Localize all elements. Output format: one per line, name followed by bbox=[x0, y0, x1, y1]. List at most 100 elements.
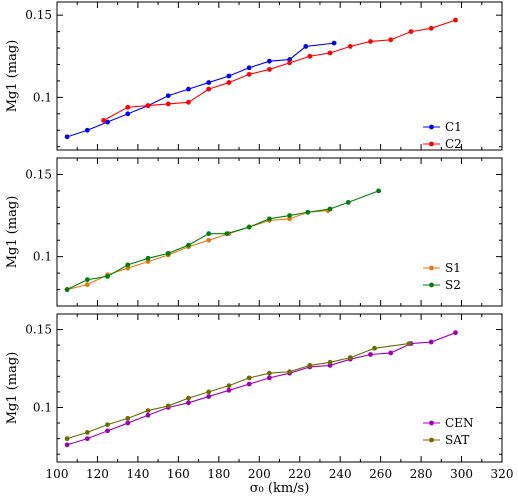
data-point-s2 bbox=[224, 231, 230, 237]
panel-2-frame bbox=[56, 157, 503, 307]
data-point-c2 bbox=[388, 37, 394, 43]
data-point-c2 bbox=[145, 103, 151, 108]
data-point-sat bbox=[145, 408, 151, 413]
data-point-s1 bbox=[125, 265, 131, 271]
data-point-cen bbox=[84, 436, 90, 442]
data-point-c1 bbox=[165, 93, 171, 99]
data-point-s2 bbox=[327, 206, 333, 212]
data-point-c2 bbox=[307, 53, 313, 59]
legend-label-c2: C2 bbox=[445, 137, 462, 151]
legend-label-s1: S1 bbox=[445, 261, 461, 275]
legend-label-sat: SAT bbox=[445, 433, 469, 447]
legend-marker-s1 bbox=[429, 265, 434, 271]
data-point-sat bbox=[246, 375, 252, 381]
y-tick-label: 0.15 bbox=[25, 8, 52, 22]
data-point-c1 bbox=[105, 119, 110, 125]
x-tick-label: 300 bbox=[450, 467, 473, 481]
data-point-cen bbox=[246, 381, 252, 387]
data-point-c2 bbox=[206, 86, 212, 92]
legend-marker-sat bbox=[429, 437, 434, 443]
data-point-c2 bbox=[347, 44, 353, 49]
x-tick-label: 140 bbox=[126, 467, 149, 481]
data-point-s1 bbox=[84, 282, 90, 288]
data-point-s2 bbox=[287, 213, 293, 218]
data-point-sat bbox=[287, 369, 293, 375]
data-point-c1 bbox=[84, 127, 90, 133]
data-point-c2 bbox=[125, 104, 131, 110]
data-point-cen bbox=[145, 412, 151, 418]
data-point-s2 bbox=[105, 274, 110, 279]
data-point-c1 bbox=[125, 111, 131, 117]
data-point-sat bbox=[165, 403, 171, 409]
x-tick-label: 240 bbox=[329, 467, 352, 481]
data-point-c2 bbox=[165, 101, 171, 107]
x-tick-label: 320 bbox=[491, 467, 514, 481]
data-point-sat bbox=[125, 415, 131, 421]
data-point-sat bbox=[186, 395, 191, 401]
data-point-s2 bbox=[84, 277, 90, 283]
data-point-sat bbox=[84, 430, 90, 435]
data-point-c2 bbox=[327, 50, 333, 56]
data-point-s2 bbox=[64, 287, 70, 292]
x-tick-label: 260 bbox=[369, 467, 392, 481]
data-point-s2 bbox=[305, 209, 311, 215]
data-point-c2 bbox=[287, 60, 293, 66]
data-point-cen bbox=[206, 394, 212, 399]
legend-label-c1: C1 bbox=[445, 120, 462, 134]
legend-marker-c2 bbox=[429, 141, 434, 147]
legend-label-s2: S2 bbox=[445, 278, 461, 292]
data-point-s2 bbox=[186, 242, 191, 248]
data-point-sat bbox=[406, 341, 412, 346]
data-point-c1 bbox=[266, 58, 272, 64]
data-point-cen bbox=[186, 400, 191, 406]
data-point-c1 bbox=[303, 44, 309, 49]
series-line-c2 bbox=[103, 19, 456, 121]
data-point-sat bbox=[307, 363, 313, 368]
data-point-sat bbox=[266, 370, 272, 376]
data-point-s2 bbox=[266, 216, 272, 222]
data-point-c1 bbox=[64, 134, 70, 140]
x-tick-label: 280 bbox=[410, 467, 433, 481]
legend-marker-c1 bbox=[429, 124, 434, 130]
data-point-c2 bbox=[368, 39, 373, 44]
y-tick-label: 0.15 bbox=[25, 323, 52, 337]
data-point-s2 bbox=[376, 188, 382, 194]
data-point-s2 bbox=[125, 262, 131, 268]
data-point-cen bbox=[105, 428, 110, 434]
data-point-s2 bbox=[206, 231, 212, 237]
data-point-cen bbox=[368, 352, 373, 357]
legend-marker-s2 bbox=[429, 282, 434, 288]
data-point-s2 bbox=[165, 250, 171, 256]
data-point-c1 bbox=[246, 65, 252, 71]
data-point-c2 bbox=[453, 17, 458, 23]
x-tick-label: 100 bbox=[46, 467, 69, 481]
data-point-sat bbox=[64, 436, 70, 442]
data-point-cen bbox=[428, 339, 434, 345]
data-point-s2 bbox=[145, 255, 151, 261]
y-tick-label: 0.1 bbox=[33, 400, 52, 414]
x-axis-title: σ₀ (km/s) bbox=[250, 481, 310, 496]
series-line-c1 bbox=[66, 42, 335, 138]
data-point-c1 bbox=[186, 86, 191, 92]
data-point-sat bbox=[327, 359, 333, 365]
data-point-c2 bbox=[408, 29, 414, 34]
data-point-c2 bbox=[266, 67, 272, 72]
series-line-cen bbox=[66, 332, 456, 446]
data-point-c2 bbox=[246, 71, 252, 77]
legend-marker-cen bbox=[429, 420, 434, 426]
data-point-c1 bbox=[287, 57, 293, 62]
data-point-c2 bbox=[186, 99, 191, 105]
data-point-c2 bbox=[428, 25, 434, 31]
x-tick-label: 200 bbox=[248, 467, 271, 481]
x-tick-label: 160 bbox=[167, 467, 190, 481]
y-axis-title: Mg1 (mag) bbox=[5, 40, 20, 113]
y-tick-label: 0.1 bbox=[33, 90, 52, 104]
x-tick-label: 180 bbox=[207, 467, 230, 481]
y-tick-label: 0.15 bbox=[25, 167, 52, 181]
data-point-s2 bbox=[345, 200, 351, 205]
data-point-c1 bbox=[331, 40, 337, 46]
x-tick-label: 220 bbox=[288, 467, 311, 481]
data-point-sat bbox=[226, 383, 232, 389]
data-point-sat bbox=[105, 422, 110, 428]
